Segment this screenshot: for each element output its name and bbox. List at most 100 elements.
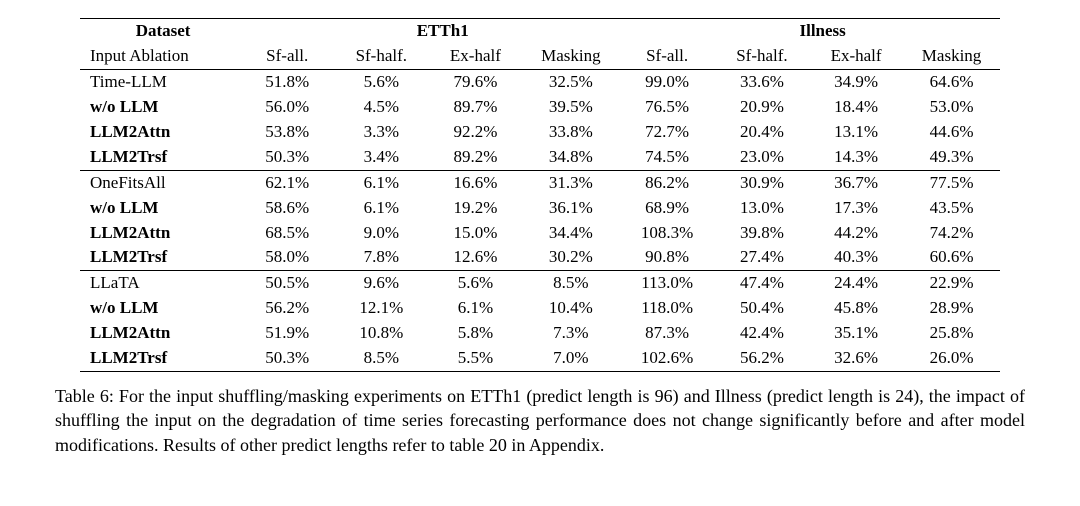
cell-value: 15.0% [428, 221, 522, 246]
cell-value: 5.6% [428, 271, 522, 296]
cell-value: 56.2% [240, 296, 334, 321]
cell-value: 62.1% [240, 170, 334, 195]
cell-value: 44.6% [903, 120, 1000, 145]
cell-value: 8.5% [522, 271, 619, 296]
cell-value: 26.0% [903, 346, 1000, 371]
cell-value: 32.6% [809, 346, 903, 371]
cell-value: 20.9% [715, 95, 809, 120]
row-label: w/o LLM [80, 296, 240, 321]
cell-value: 10.4% [522, 296, 619, 321]
cell-value: 49.3% [903, 145, 1000, 170]
table-row: w/o LLM56.2%12.1%6.1%10.4%118.0%50.4%45.… [80, 296, 1000, 321]
cell-value: 4.5% [334, 95, 428, 120]
header-group-illness: Illness [619, 19, 1000, 44]
table-caption: Table 6: For the input shuffling/masking… [55, 384, 1025, 457]
cell-value: 74.2% [903, 221, 1000, 246]
table-row: LLM2Trsf50.3%3.4%89.2%34.8%74.5%23.0%14.… [80, 145, 1000, 170]
cell-value: 34.9% [809, 69, 903, 94]
cell-value: 56.2% [715, 346, 809, 371]
table-row: LLM2Trsf50.3%8.5%5.5%7.0%102.6%56.2%32.6… [80, 346, 1000, 371]
cell-value: 6.1% [428, 296, 522, 321]
row-label: w/o LLM [80, 196, 240, 221]
cell-value: 13.1% [809, 120, 903, 145]
cell-value: 20.4% [715, 120, 809, 145]
cell-value: 6.1% [334, 170, 428, 195]
cell-value: 9.6% [334, 271, 428, 296]
cell-value: 99.0% [619, 69, 715, 94]
row-label: Time-LLM [80, 69, 240, 94]
cell-value: 7.3% [522, 321, 619, 346]
cell-value: 44.2% [809, 221, 903, 246]
cell-value: 102.6% [619, 346, 715, 371]
cell-value: 28.9% [903, 296, 1000, 321]
col-sf-all: Sf-all. [240, 44, 334, 69]
cell-value: 22.9% [903, 271, 1000, 296]
row-label: LLM2Attn [80, 221, 240, 246]
cell-value: 7.8% [334, 245, 428, 270]
cell-value: 17.3% [809, 196, 903, 221]
cell-value: 35.1% [809, 321, 903, 346]
cell-value: 5.8% [428, 321, 522, 346]
cell-value: 16.6% [428, 170, 522, 195]
cell-value: 68.5% [240, 221, 334, 246]
header-input-ablation-label: Input Ablation [80, 44, 240, 69]
cell-value: 50.3% [240, 145, 334, 170]
cell-value: 5.6% [334, 69, 428, 94]
row-label: LLaTA [80, 271, 240, 296]
cell-value: 39.5% [522, 95, 619, 120]
cell-value: 92.2% [428, 120, 522, 145]
cell-value: 47.4% [715, 271, 809, 296]
cell-value: 87.3% [619, 321, 715, 346]
cell-value: 42.4% [715, 321, 809, 346]
cell-value: 51.9% [240, 321, 334, 346]
cell-value: 30.9% [715, 170, 809, 195]
cell-value: 79.6% [428, 69, 522, 94]
cell-value: 18.4% [809, 95, 903, 120]
cell-value: 58.0% [240, 245, 334, 270]
cell-value: 3.3% [334, 120, 428, 145]
row-label: OneFitsAll [80, 170, 240, 195]
col-ex-half: Ex-half [428, 44, 522, 69]
cell-value: 50.3% [240, 346, 334, 371]
cell-value: 33.6% [715, 69, 809, 94]
cell-value: 34.4% [522, 221, 619, 246]
header-dataset-label: Dataset [80, 19, 240, 44]
cell-value: 50.4% [715, 296, 809, 321]
cell-value: 77.5% [903, 170, 1000, 195]
table-row: w/o LLM58.6%6.1%19.2%36.1%68.9%13.0%17.3… [80, 196, 1000, 221]
cell-value: 86.2% [619, 170, 715, 195]
cell-value: 108.3% [619, 221, 715, 246]
cell-value: 31.3% [522, 170, 619, 195]
cell-value: 60.6% [903, 245, 1000, 270]
cell-value: 32.5% [522, 69, 619, 94]
col-sf-half: Sf-half. [715, 44, 809, 69]
cell-value: 25.8% [903, 321, 1000, 346]
col-sf-all: Sf-all. [619, 44, 715, 69]
cell-value: 30.2% [522, 245, 619, 270]
cell-value: 113.0% [619, 271, 715, 296]
cell-value: 24.4% [809, 271, 903, 296]
col-masking: Masking [522, 44, 619, 69]
cell-value: 56.0% [240, 95, 334, 120]
cell-value: 10.8% [334, 321, 428, 346]
table-row: OneFitsAll62.1%6.1%16.6%31.3%86.2%30.9%3… [80, 170, 1000, 195]
cell-value: 36.7% [809, 170, 903, 195]
cell-value: 6.1% [334, 196, 428, 221]
cell-value: 40.3% [809, 245, 903, 270]
cell-value: 64.6% [903, 69, 1000, 94]
table-row: LLM2Attn68.5%9.0%15.0%34.4%108.3%39.8%44… [80, 221, 1000, 246]
cell-value: 8.5% [334, 346, 428, 371]
cell-value: 13.0% [715, 196, 809, 221]
cell-value: 14.3% [809, 145, 903, 170]
cell-value: 89.7% [428, 95, 522, 120]
cell-value: 43.5% [903, 196, 1000, 221]
cell-value: 89.2% [428, 145, 522, 170]
cell-value: 34.8% [522, 145, 619, 170]
cell-value: 45.8% [809, 296, 903, 321]
row-label: w/o LLM [80, 95, 240, 120]
results-table: Dataset ETTh1 Illness Input Ablation Sf-… [80, 18, 1000, 372]
cell-value: 90.8% [619, 245, 715, 270]
cell-value: 9.0% [334, 221, 428, 246]
table-row: LLM2Trsf58.0%7.8%12.6%30.2%90.8%27.4%40.… [80, 245, 1000, 270]
row-label: LLM2Attn [80, 120, 240, 145]
